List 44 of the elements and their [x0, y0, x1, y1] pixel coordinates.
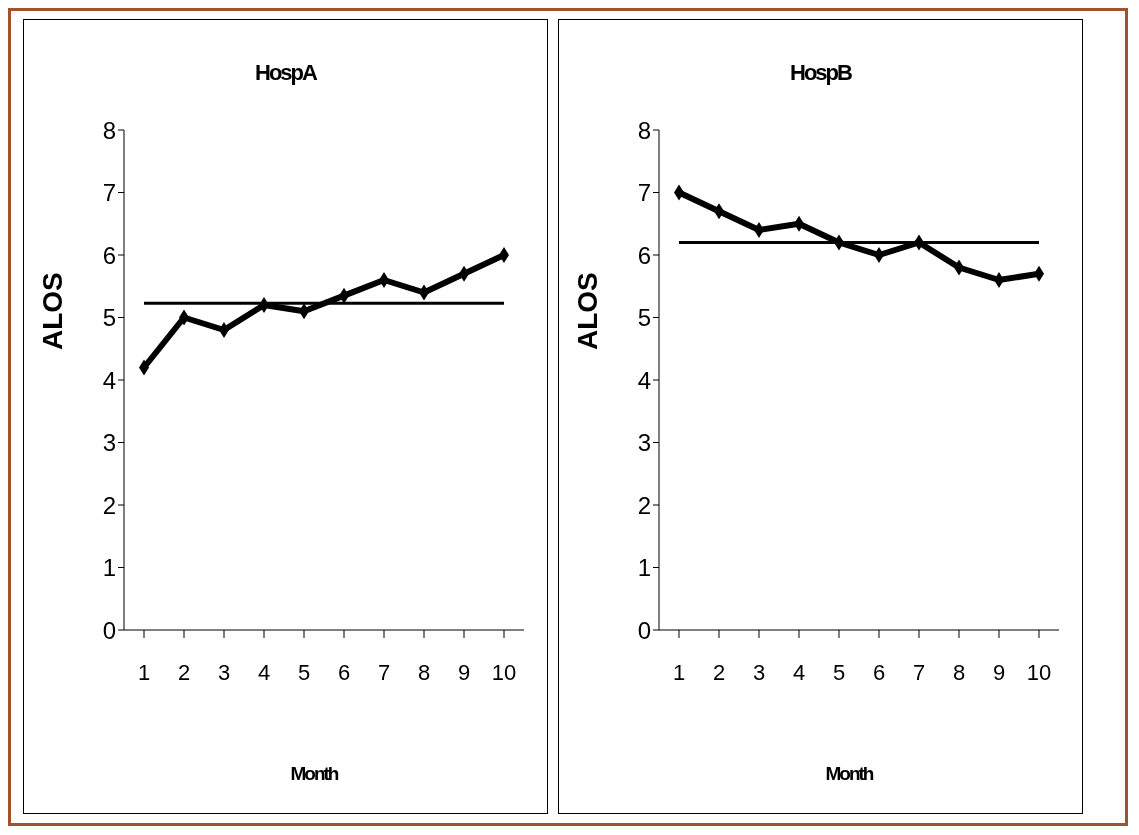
y-axis-title: ALOS	[36, 272, 68, 350]
x-tick-label: 4	[792, 659, 806, 685]
x-tick-label: 1	[137, 659, 151, 685]
chart-title: HospB	[789, 60, 853, 86]
x-tick-label: 3	[752, 659, 766, 685]
x-tick-label: 6	[337, 659, 351, 685]
y-tick-label: 2	[102, 491, 116, 519]
x-tick-label: 5	[297, 659, 311, 685]
x-tick-label: 7	[912, 659, 926, 685]
x-tick-label: 4	[257, 659, 271, 685]
x-tick-label: 2	[712, 659, 726, 685]
x-tick-label: 5	[832, 659, 846, 685]
x-tick-label: 10	[491, 659, 517, 685]
x-tick-label: 7	[377, 659, 391, 685]
chart-title: HospA	[254, 60, 318, 86]
y-tick-label: 6	[637, 241, 651, 269]
x-tick-label: 8	[417, 659, 431, 685]
y-tick-label: 2	[637, 491, 651, 519]
y-tick-label: 4	[637, 366, 651, 394]
y-tick-label: 5	[637, 304, 651, 332]
y-tick-label: 6	[102, 241, 116, 269]
y-tick-label: 4	[102, 366, 116, 394]
y-tick-label: 0	[637, 616, 651, 644]
y-tick-label: 7	[102, 179, 116, 207]
x-tick-label: 9	[992, 659, 1006, 685]
x-tick-label: 1	[672, 659, 686, 685]
x-tick-label: 3	[217, 659, 231, 685]
y-tick-label: 1	[637, 554, 651, 582]
y-axis-title: ALOS	[571, 272, 603, 350]
y-tick-label: 7	[637, 179, 651, 207]
y-tick-label: 3	[102, 429, 116, 457]
y-tick-label: 8	[102, 116, 116, 144]
y-tick-label: 3	[637, 429, 651, 457]
y-tick-label: 5	[102, 304, 116, 332]
x-tick-label: 9	[457, 659, 471, 685]
x-tick-label: 6	[872, 659, 886, 685]
x-axis-title: Month	[824, 763, 874, 785]
x-axis-title: Month	[289, 763, 339, 785]
y-tick-label: 0	[102, 616, 116, 644]
x-tick-label: 10	[1026, 659, 1052, 685]
x-tick-label: 8	[952, 659, 966, 685]
y-tick-label: 8	[637, 116, 651, 144]
x-tick-label: 2	[177, 659, 191, 685]
y-tick-label: 1	[102, 554, 116, 582]
